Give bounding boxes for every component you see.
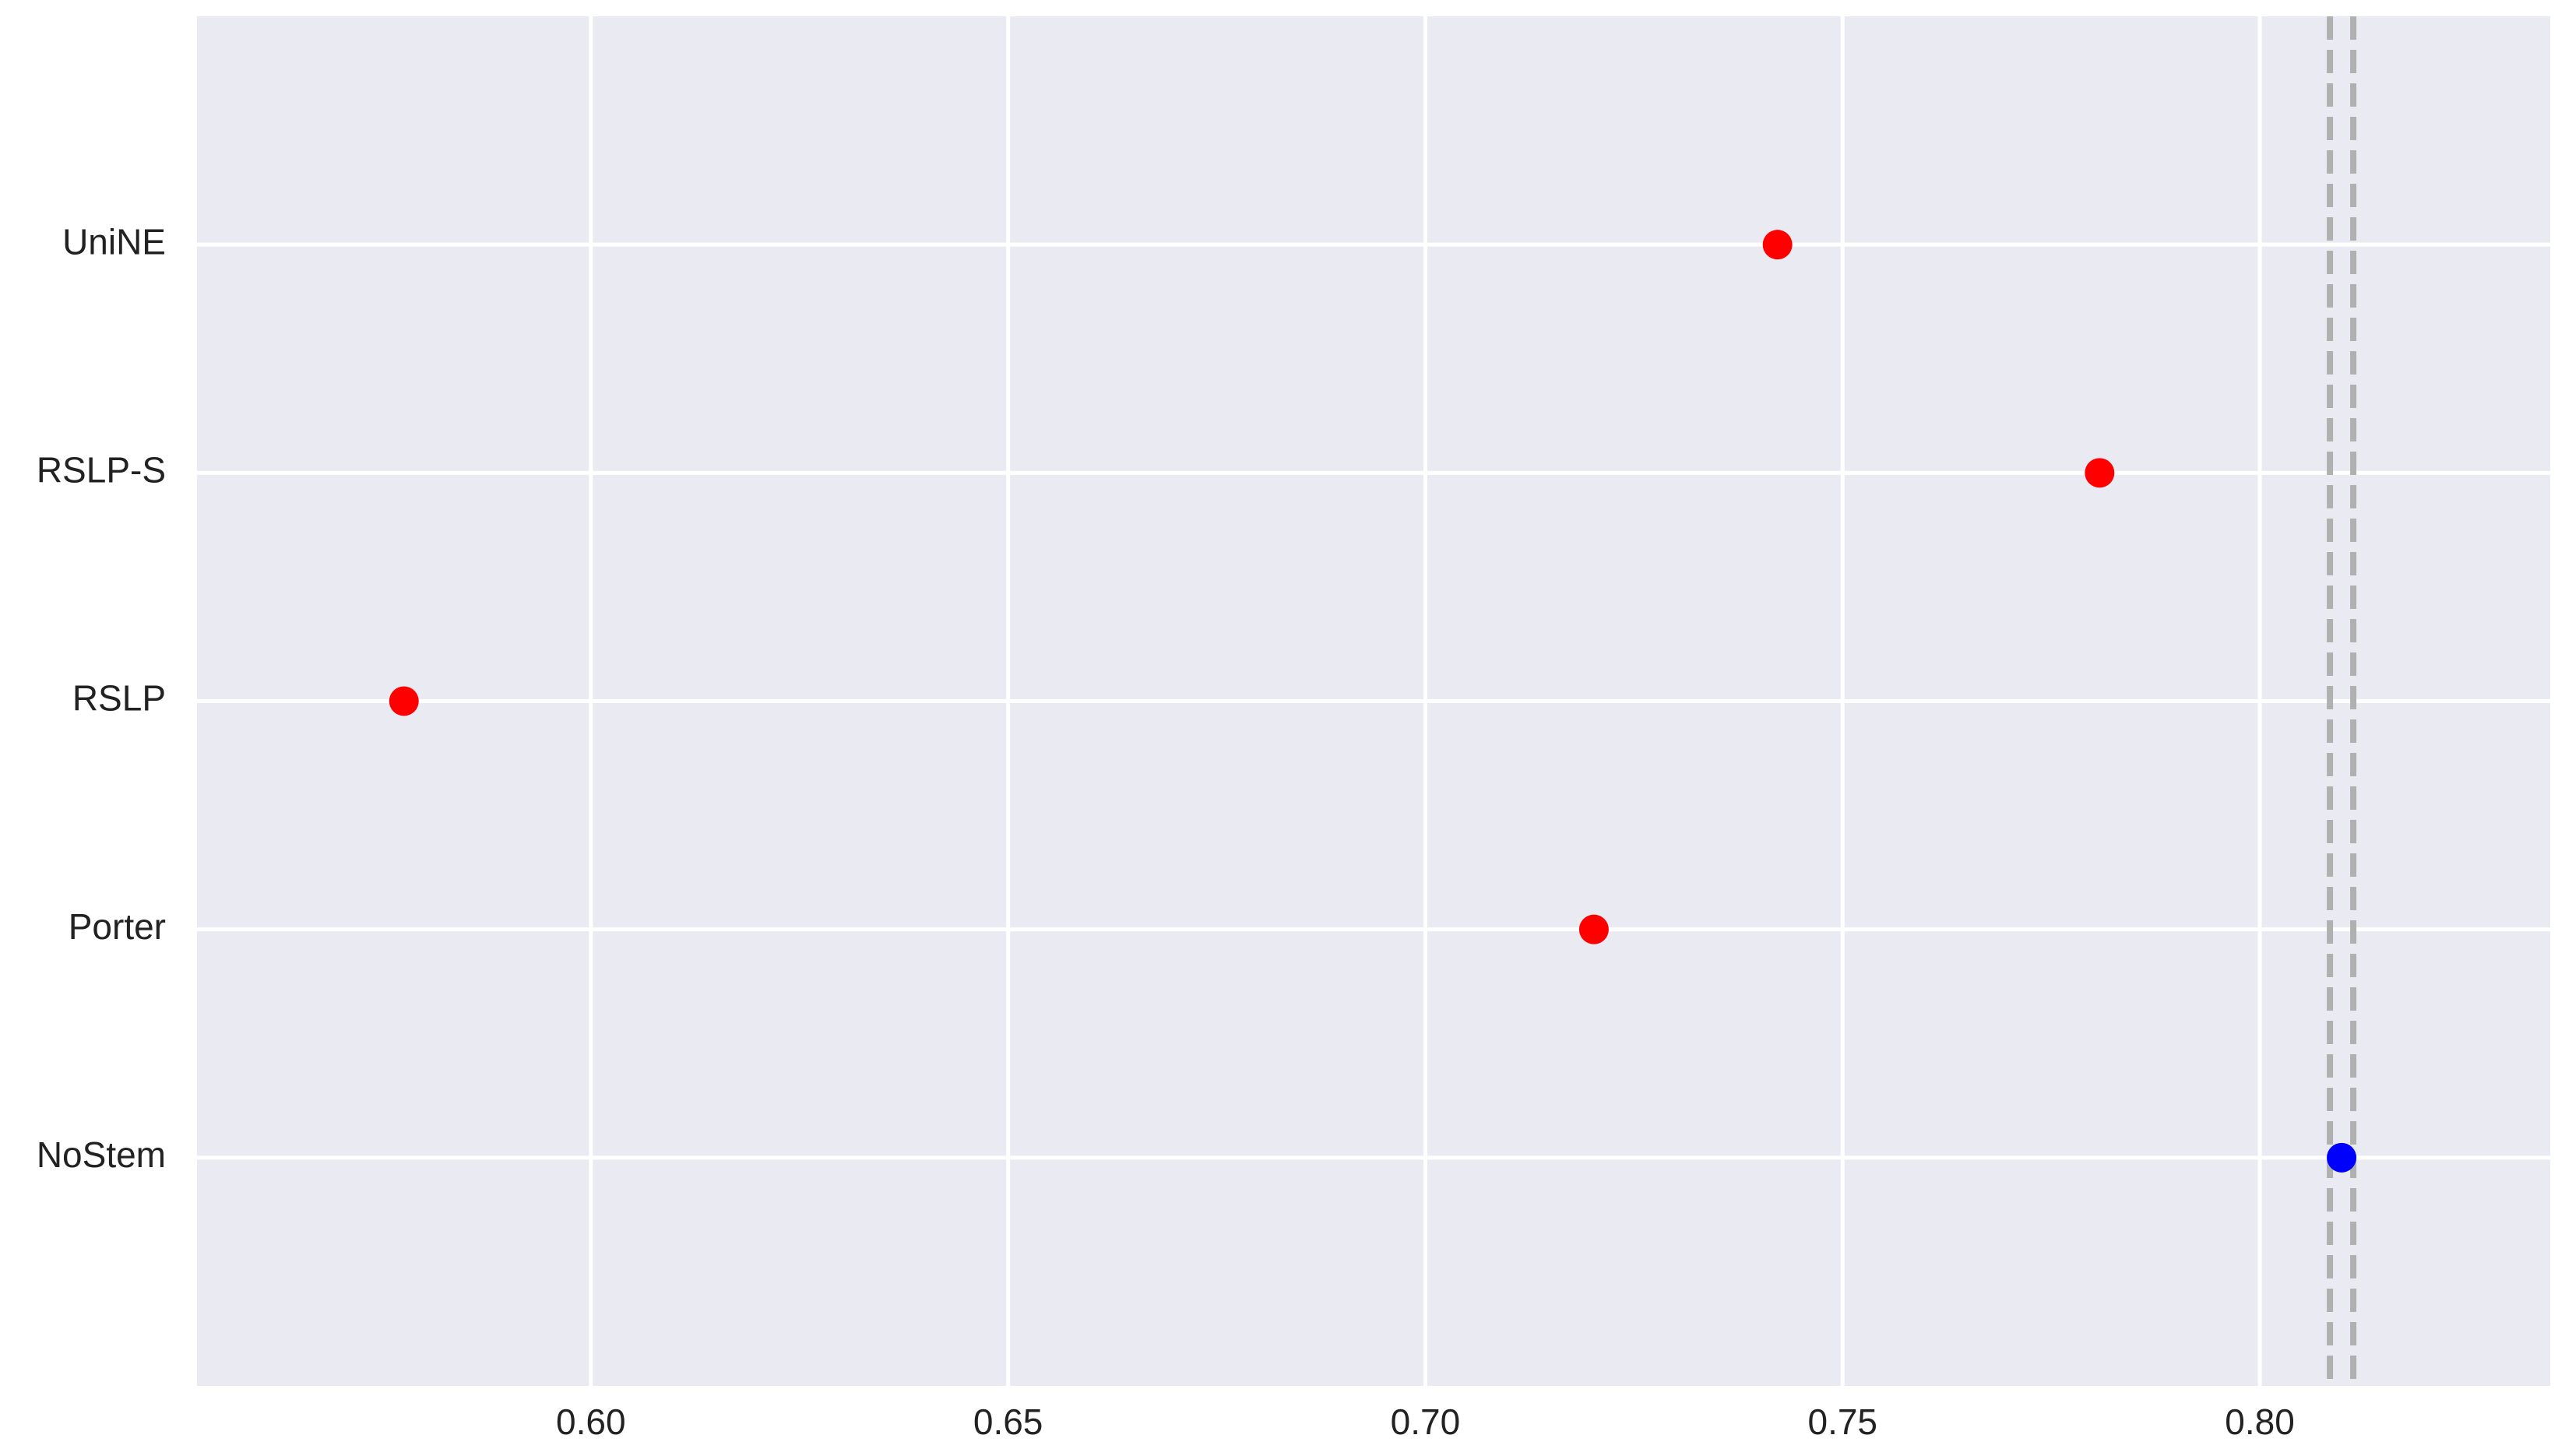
y-tick-label: NoStem — [37, 1134, 166, 1175]
y-tick-label: RSLP — [72, 678, 166, 719]
y-tick-label: Porter — [69, 906, 166, 947]
point — [1762, 230, 1793, 260]
y-tick-label: RSLP-S — [37, 449, 166, 490]
x-tick-label: 0.80 — [2225, 1401, 2295, 1442]
x-tick-label: 0.75 — [1807, 1401, 1877, 1442]
point — [389, 686, 419, 716]
point — [1578, 914, 1609, 944]
x-tick-label: 0.70 — [1391, 1401, 1461, 1442]
point — [2327, 1142, 2357, 1173]
x-tick-label: 0.60 — [556, 1401, 626, 1442]
point — [2085, 458, 2115, 488]
x-tick-label: 0.65 — [973, 1401, 1043, 1442]
y-tick-label: UniNE — [62, 221, 166, 262]
